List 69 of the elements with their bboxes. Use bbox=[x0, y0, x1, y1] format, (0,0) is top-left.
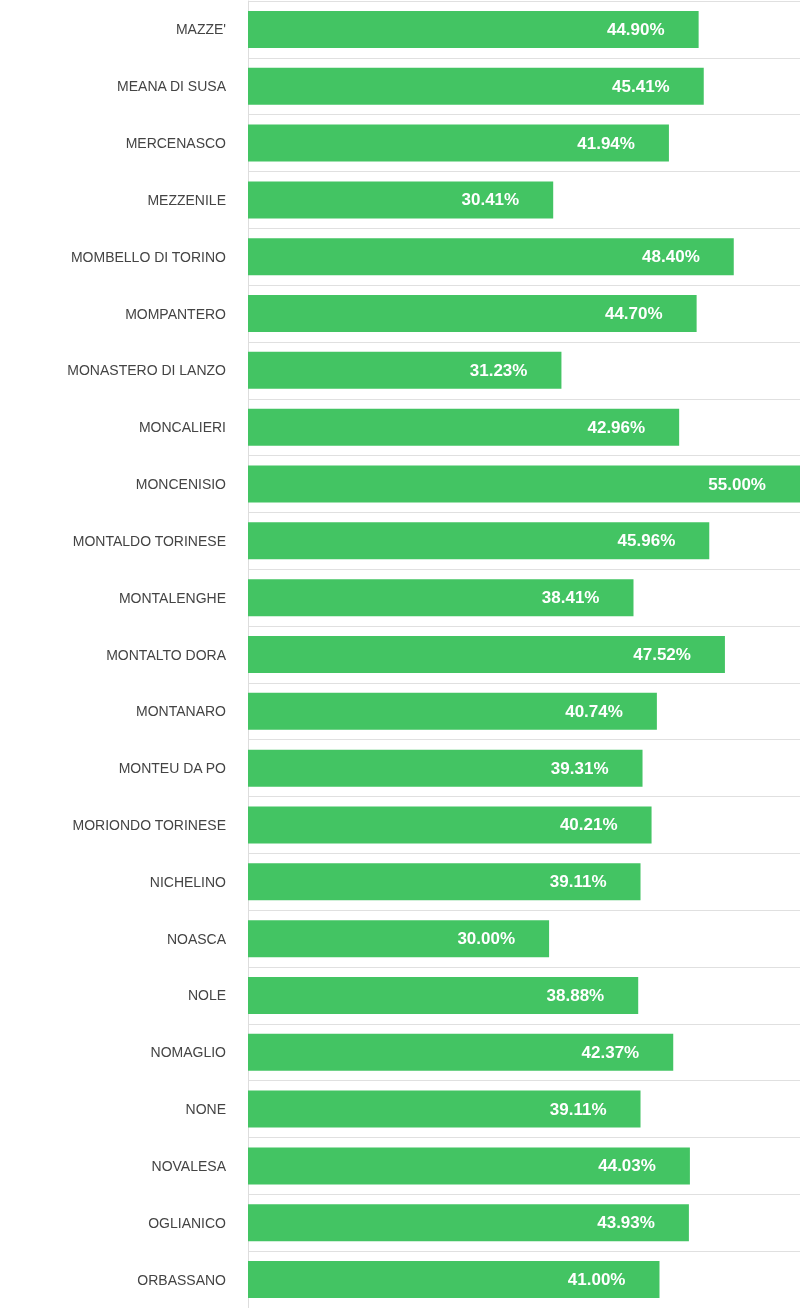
bar bbox=[248, 749, 643, 787]
bar bbox=[248, 124, 669, 162]
y-tick-label: MONTEU DA PO bbox=[118, 760, 227, 777]
data-label: 47.52% bbox=[633, 645, 691, 664]
data-label: 44.70% bbox=[604, 304, 663, 324]
bar bbox=[248, 181, 554, 219]
bar bbox=[248, 1147, 690, 1185]
data-label: 38.88% bbox=[546, 985, 605, 1005]
bar bbox=[248, 692, 657, 730]
y-tick-label: MAZZE' bbox=[175, 21, 226, 38]
y-tick-label: MOMPANTERO bbox=[125, 305, 227, 322]
data-label: 45.96% bbox=[617, 531, 676, 551]
y-tick-label: MONCENISIO bbox=[135, 476, 227, 493]
bar bbox=[248, 10, 699, 48]
bar bbox=[248, 1033, 674, 1071]
data-label: 42.96% bbox=[587, 417, 646, 437]
data-label: 40.74% bbox=[565, 701, 623, 721]
bar bbox=[248, 863, 641, 901]
y-tick-label: NOASCA bbox=[166, 930, 227, 947]
data-label: 41.00% bbox=[567, 1270, 626, 1290]
y-tick-label: NOVALESA bbox=[151, 1157, 227, 1174]
bar bbox=[248, 522, 710, 560]
y-tick-label: MORIONDO TORINESE bbox=[72, 816, 226, 833]
y-tick-label: MONTANARO bbox=[136, 703, 227, 720]
data-label: 41.94% bbox=[577, 133, 635, 153]
bar bbox=[248, 67, 704, 105]
y-tick-label: MONASTERO DI LANZO bbox=[67, 362, 227, 379]
data-label: 31.23% bbox=[469, 360, 528, 380]
bar bbox=[248, 295, 697, 333]
data-label: 39.31% bbox=[550, 758, 609, 778]
y-tick-label: NICHELINO bbox=[149, 873, 227, 890]
bar bbox=[248, 976, 639, 1014]
y-tick-label: NOMAGLIO bbox=[150, 1044, 227, 1061]
bar bbox=[248, 238, 734, 276]
data-label: 48.40% bbox=[642, 247, 700, 267]
data-label: 42.37% bbox=[581, 1042, 640, 1062]
y-tick-label: ORBASSANO bbox=[137, 1271, 227, 1288]
data-label: 44.03% bbox=[598, 1156, 656, 1176]
bar bbox=[248, 1090, 641, 1128]
data-label: 40.21% bbox=[559, 815, 618, 835]
y-tick-label: MONTALTO DORA bbox=[106, 646, 227, 663]
data-label: 43.93% bbox=[597, 1213, 655, 1233]
bar bbox=[248, 351, 562, 389]
y-tick-label: MEANA DI SUSA bbox=[117, 78, 227, 95]
data-label: 45.41% bbox=[612, 76, 670, 96]
data-label: 38.41% bbox=[541, 588, 600, 608]
bar bbox=[248, 1204, 689, 1242]
y-tick-label: MEZZENILE bbox=[147, 191, 226, 208]
y-tick-label: NOLE bbox=[187, 987, 226, 1004]
bar bbox=[248, 1261, 660, 1299]
data-label: 30.41% bbox=[461, 190, 520, 210]
bar bbox=[248, 920, 550, 958]
y-tick-label: MERCENASCO bbox=[125, 135, 227, 152]
y-tick-label: OGLIANICO bbox=[148, 1214, 227, 1231]
bar bbox=[248, 408, 680, 446]
y-tick-label: NONE bbox=[185, 1101, 226, 1118]
data-label: 30.00% bbox=[457, 929, 516, 949]
bar bbox=[248, 806, 652, 844]
y-tick-label: MONCALIERI bbox=[138, 419, 226, 436]
data-label: 55.00% bbox=[708, 474, 766, 494]
bar bbox=[248, 579, 634, 617]
y-tick-label: MONTALENGHE bbox=[118, 589, 226, 606]
bar bbox=[248, 636, 725, 673]
data-label: 44.90% bbox=[606, 19, 665, 39]
data-label: 39.11% bbox=[549, 872, 607, 892]
data-label: 39.11% bbox=[549, 1099, 607, 1119]
y-tick-label: MOMBELLO DI TORINO bbox=[70, 248, 227, 265]
bar bbox=[248, 465, 800, 503]
y-tick-label: MONTALDO TORINESE bbox=[72, 532, 226, 549]
